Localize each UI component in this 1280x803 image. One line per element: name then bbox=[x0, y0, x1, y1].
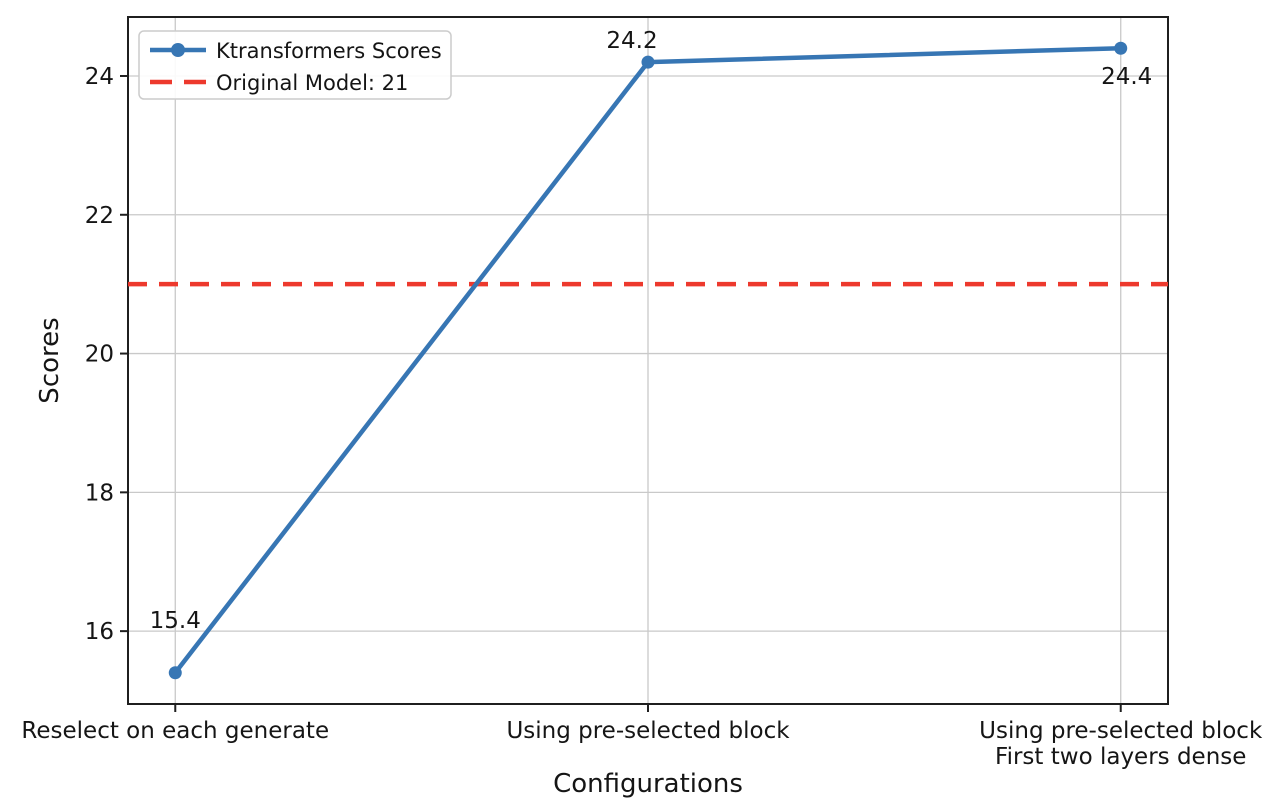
x-tick-label: Reselect on each generate bbox=[21, 718, 329, 744]
y-tick-label: 20 bbox=[85, 342, 114, 368]
data-label: 24.2 bbox=[606, 28, 657, 54]
legend-entry-label: Ktransformers Scores bbox=[216, 39, 442, 63]
legend-entry-label: Original Model: 21 bbox=[216, 71, 408, 95]
series-marker bbox=[1114, 41, 1128, 55]
y-tick-label: 18 bbox=[85, 480, 114, 506]
y-tick-label: 22 bbox=[85, 203, 114, 229]
y-axis-label: Scores bbox=[35, 317, 65, 403]
data-label: 24.4 bbox=[1101, 64, 1152, 90]
legend-box bbox=[138, 30, 452, 100]
data-label: 15.4 bbox=[150, 608, 201, 634]
x-tick-label: Using pre-selected block bbox=[979, 718, 1263, 744]
x-tick-label: Using pre-selected block bbox=[506, 718, 790, 744]
legend-marker-sample bbox=[171, 43, 185, 57]
series-marker bbox=[641, 55, 655, 69]
x-tick-label: First two layers dense bbox=[995, 744, 1246, 770]
y-tick-label: 24 bbox=[85, 64, 114, 90]
x-axis-label: Configurations bbox=[553, 769, 743, 799]
y-tick-label: 16 bbox=[85, 619, 114, 645]
series-marker bbox=[168, 666, 182, 680]
